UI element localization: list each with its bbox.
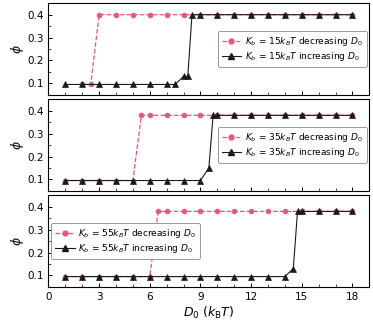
X-axis label: $D_0$ ($k_\mathrm{B}T$): $D_0$ ($k_\mathrm{B}T$) — [183, 304, 235, 320]
Legend: $K_b$ = 55$k_BT$ decreasing $D_0$, $K_b$ = 55$k_BT$ increasing $D_0$: $K_b$ = 55$k_BT$ decreasing $D_0$, $K_b$… — [51, 223, 200, 259]
Y-axis label: $\phi$: $\phi$ — [9, 236, 26, 246]
Legend: $K_b$ = 15$k_BT$ decreasing $D_0$, $K_b$ = 15$k_BT$ increasing $D_0$: $K_b$ = 15$k_BT$ decreasing $D_0$, $K_b$… — [218, 31, 367, 67]
Y-axis label: $\phi$: $\phi$ — [9, 140, 26, 150]
Y-axis label: $\phi$: $\phi$ — [9, 44, 26, 54]
Legend: $K_b$ = 35$k_BT$ decreasing $D_0$, $K_b$ = 35$k_BT$ increasing $D_0$: $K_b$ = 35$k_BT$ decreasing $D_0$, $K_b$… — [218, 127, 367, 163]
